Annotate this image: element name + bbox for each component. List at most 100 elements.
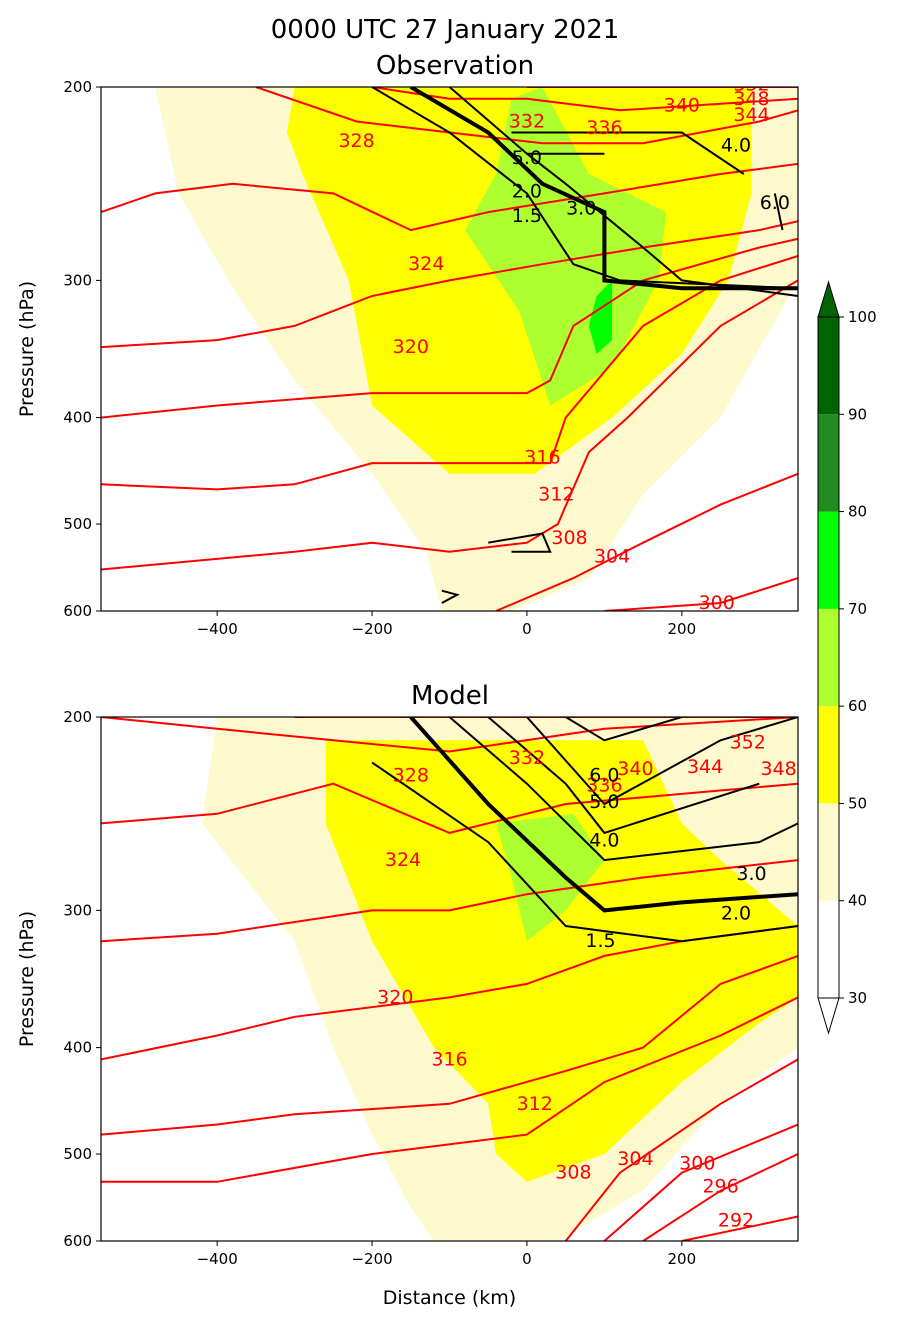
theta-label: 304 — [594, 545, 630, 567]
colorbar-tick-label: 50 — [848, 794, 867, 812]
y-tick-label: 300 — [63, 901, 92, 919]
plot-frame — [100, 86, 799, 612]
pv-label: 2.0 — [721, 903, 751, 925]
theta-label: 336 — [586, 117, 622, 139]
theta-contour-324 — [101, 162, 798, 232]
theta-contour-316 — [101, 925, 798, 1061]
pv-label: 5.0 — [589, 791, 619, 813]
y-tick-label: 400 — [63, 1039, 92, 1057]
x-tick-label: −200 — [351, 1250, 392, 1268]
y-tick-label: 200 — [63, 78, 92, 96]
theta-contour-320 — [101, 220, 798, 349]
colorbar: 30 40 50 60 70 80 90 100 — [817, 280, 877, 1035]
theta-label: 296 — [702, 1175, 738, 1197]
pv-label: 2.0 — [512, 181, 542, 203]
colorbar-segment — [818, 414, 839, 512]
plot-frame — [100, 716, 799, 1242]
theta-label: 324 — [408, 253, 444, 275]
colorbar-extend-max — [817, 280, 840, 318]
theta-label: 304 — [617, 1148, 653, 1170]
colorbar-segment — [818, 900, 839, 998]
theta-label: 316 — [524, 447, 560, 469]
theta-contour-300 — [603, 1123, 798, 1241]
y-tick-label: 200 — [63, 708, 92, 726]
pv-contour-2.0 — [409, 87, 798, 291]
theta-contour-300 — [604, 577, 798, 611]
y-tick-label: 600 — [63, 1232, 92, 1250]
colorbar-segment — [818, 511, 839, 609]
y-tick-label: 400 — [63, 409, 92, 427]
pv-label: 3.0 — [736, 863, 766, 885]
pv-label: 1.5 — [512, 205, 542, 227]
pv-contour-3.0 — [448, 87, 798, 297]
x-tick-label: 0 — [522, 1250, 532, 1268]
pv-contour-5.0 — [526, 717, 798, 806]
colorbar-frame — [817, 316, 840, 999]
x-tick-label: −200 — [351, 620, 392, 638]
pv-label: 5.0 — [512, 147, 542, 169]
x-tick-label: 200 — [668, 620, 697, 638]
colorbar-extend-min — [817, 997, 840, 1035]
theta-contour-292 — [681, 1215, 798, 1241]
theta-contour-324 — [101, 782, 798, 834]
theta-label: 344 — [687, 756, 723, 778]
colorbar-tick-label: 80 — [848, 503, 867, 521]
colorbar-tick-label: 100 — [848, 308, 877, 326]
theta-contour-328 — [255, 87, 798, 145]
pv-label: 3.0 — [566, 198, 596, 220]
pv-contour-6.0 — [565, 717, 683, 742]
y-axis-label: Pressure (hPa) — [16, 281, 38, 417]
theta-contour-320 — [101, 859, 798, 943]
theta-label: 320 — [393, 336, 429, 358]
pv-contour-4.0 — [487, 717, 760, 835]
pv-contour-1.5 — [371, 87, 798, 290]
theta-label: 348 — [733, 88, 769, 110]
x-tick-label: −400 — [197, 620, 238, 638]
pv-contour-4.0 — [511, 131, 745, 175]
colorbar-segment — [818, 608, 839, 707]
y-axis-label: Pressure (hPa) — [16, 911, 38, 1047]
pv-label: 1.5 — [585, 930, 615, 952]
theta-label: 324 — [385, 849, 421, 871]
pv-label: 6.0 — [589, 764, 619, 786]
theta-label: 316 — [431, 1048, 467, 1070]
theta-label: 352 — [730, 732, 766, 754]
pv-contour-closed-7 — [441, 589, 460, 604]
pv-contour-6.0 — [773, 193, 784, 231]
pv-label: 4.0 — [721, 134, 751, 156]
colorbar-tick-label: 30 — [848, 989, 867, 1007]
colorbar-tick-label: 70 — [848, 600, 867, 618]
theta-label: 348 — [760, 758, 796, 780]
theta-contour-304 — [495, 472, 798, 611]
x-axis-label: Distance (km) — [383, 1287, 516, 1309]
theta-label: 340 — [617, 758, 653, 780]
colorbar-tick-label: 40 — [848, 892, 867, 910]
fill-region-60 — [465, 87, 667, 406]
y-tick-label: 300 — [63, 271, 92, 289]
theta-label: 300 — [679, 1153, 715, 1175]
colorbar-tick-label: 90 — [848, 405, 867, 423]
theta-label: 312 — [517, 1093, 553, 1115]
theta-label: 336 — [586, 775, 622, 797]
pv-contour-3.0 — [448, 717, 798, 862]
theta-label: 300 — [699, 592, 735, 614]
theta-contour-328 — [101, 717, 798, 753]
y-tick-label: 500 — [63, 515, 92, 533]
theta-label: 332 — [509, 111, 545, 133]
theta-contour-296 — [642, 1153, 798, 1241]
y-tick-label: 600 — [63, 602, 92, 620]
model-panel-title: Model — [411, 681, 489, 711]
theta-label: 292 — [718, 1210, 754, 1232]
theta-contour-316 — [101, 237, 798, 419]
theta-label: 328 — [393, 764, 429, 786]
colorbar-segment — [818, 706, 839, 804]
fill-region-70 — [588, 280, 613, 354]
pv-label: 6.0 — [760, 192, 790, 214]
theta-contour-312 — [101, 954, 798, 1136]
obs-panel-title: Observation — [376, 51, 534, 81]
